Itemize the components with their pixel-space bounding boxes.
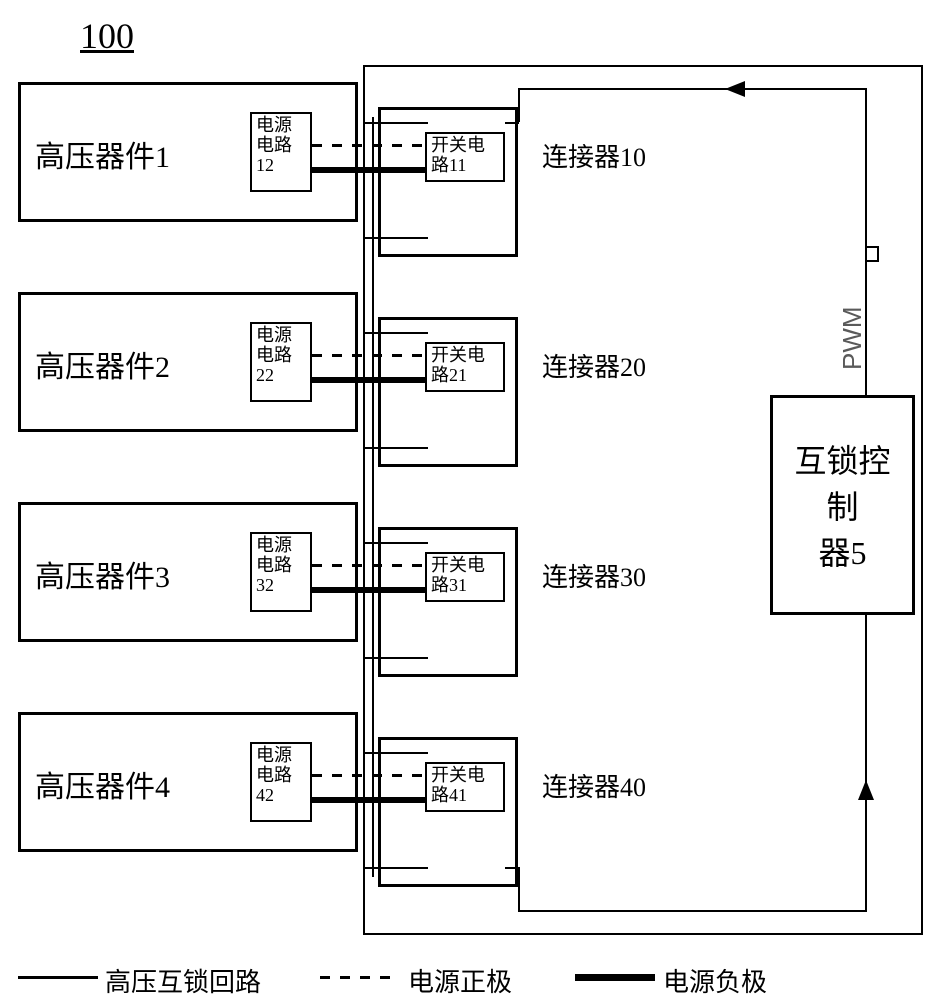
neg-wire-4 (312, 797, 425, 803)
connector-box-2 (378, 317, 518, 467)
power-circuit-box-4: 电源电路42 (250, 742, 312, 822)
connector-label-3: 连接器30 (542, 557, 646, 594)
connector-label-2: 连接器20 (542, 347, 646, 384)
legend-neg-label: 电源负极 (663, 962, 767, 999)
pos-wire-3 (312, 564, 425, 567)
loop-stub-tl-3 (363, 542, 428, 544)
connector-box-1 (378, 107, 518, 257)
neg-wire-1 (312, 167, 425, 173)
hv-component-label-3: 高压器件3 (35, 552, 170, 596)
power-circuit-box-2: 电源电路22 (250, 322, 312, 402)
bus-right-lower (865, 615, 867, 910)
power-circuit-box-1: 电源电路12 (250, 112, 312, 192)
legend-pos-line (320, 976, 400, 979)
bus-bot-rise (518, 867, 520, 910)
figure-number: 100 (80, 15, 134, 57)
pwm-label: PWM (837, 306, 868, 370)
hv-component-label-1: 高压器件1 (35, 132, 170, 176)
legend-neg-line (575, 974, 655, 981)
neg-wire-3 (312, 587, 425, 593)
loop-chain-left (363, 117, 365, 877)
switch-circuit-box-2: 开关电路21 (425, 342, 505, 392)
diagram-canvas: 100 高压器件1 电源电路12 开关电路11 连接器10 高压器件2 电源电路22 开关电路… (0, 0, 927, 1000)
bus-bottom (518, 910, 867, 912)
connector-box-3 (378, 527, 518, 677)
legend-loop-line (18, 976, 98, 979)
loop-stub-tl-2 (363, 332, 428, 334)
neg-wire-2 (312, 377, 425, 383)
legend-pos-label: 电源正极 (408, 962, 512, 999)
pos-wire-2 (312, 354, 425, 357)
connector-label-1: 连接器10 (542, 137, 646, 174)
loop-stub-bl-3 (363, 657, 428, 659)
bus-top (518, 88, 867, 90)
arrow-bottom (858, 780, 874, 800)
loop-stub-tl-4 (363, 752, 428, 754)
loop-stub-bl-2 (363, 447, 428, 449)
pos-wire-4 (312, 774, 425, 777)
switch-circuit-box-3: 开关电路31 (425, 552, 505, 602)
hv-component-label-2: 高压器件2 (35, 342, 170, 386)
connector-label-4: 连接器40 (542, 767, 646, 804)
pos-wire-1 (312, 144, 425, 147)
arrow-top (725, 81, 745, 97)
switch-circuit-box-4: 开关电路41 (425, 762, 505, 812)
bus-top-drop (518, 88, 520, 122)
power-circuit-box-3: 电源电路32 (250, 532, 312, 612)
loop-stub-bl-1 (363, 237, 428, 239)
loop-chain-left2 (372, 117, 374, 877)
hv-component-label-4: 高压器件4 (35, 762, 170, 806)
loop-stub-tl-1 (363, 122, 428, 124)
connector-box-4 (378, 737, 518, 887)
switch-circuit-box-1: 开关电路11 (425, 132, 505, 182)
loop-stub-bl-4 (363, 867, 428, 869)
legend-loop-label: 高压互锁回路 (105, 962, 261, 999)
interlock-controller: 互锁控制器5 (770, 395, 915, 615)
